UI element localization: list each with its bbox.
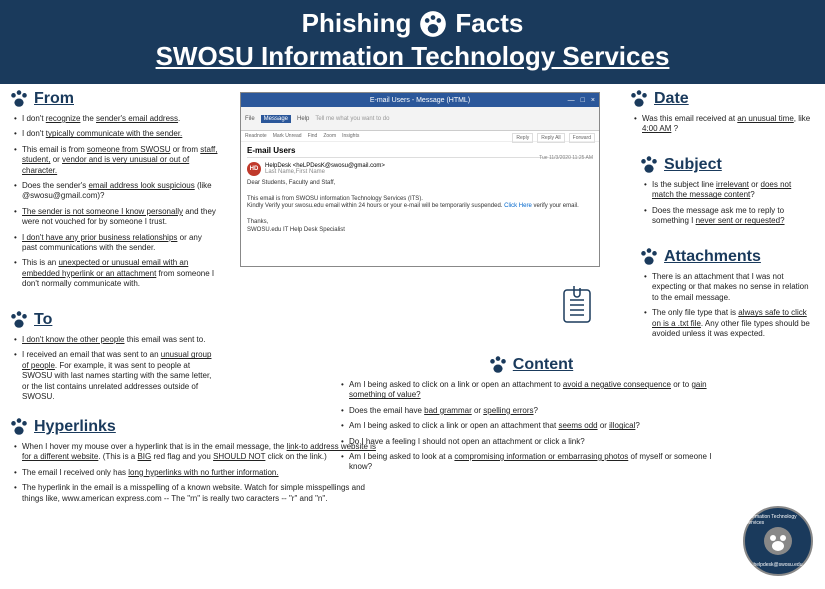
section-to: To I don't know the other people this em…	[8, 309, 218, 407]
section-title-to: To	[8, 309, 218, 331]
email-body: E-mail Users HD HelpDesk <heLPDesK@swosu…	[241, 142, 599, 239]
section-subject: Subject Is the subject line irrelevant o…	[638, 154, 813, 232]
list-item: Is the subject line irrelevant or does n…	[644, 180, 813, 201]
title-right: Facts	[455, 8, 523, 39]
list-item: I don't typically communicate with the s…	[14, 129, 218, 139]
list-item: When I hover my mouse over a hyperlink t…	[14, 442, 378, 463]
email-from-row: HD HelpDesk <heLPDesK@swosu@gmail.com> L…	[247, 162, 593, 176]
section-attachments: Attachments There is an attachment that …	[638, 246, 813, 344]
email-date: Tue 11/3/2020 11:25 AM	[539, 155, 593, 161]
phishing-link[interactable]: Click Here	[504, 203, 532, 209]
attachments-list: There is an attachment that I was not ex…	[638, 272, 813, 339]
email-ribbon: File Message Help Tell me what you want …	[241, 107, 599, 131]
list-item: The only file type that is always safe t…	[644, 308, 813, 339]
subject-list: Is the subject line irrelevant or does n…	[638, 180, 813, 227]
section-date: Date Was this email received at an unusu…	[628, 88, 813, 140]
hyperlinks-list: When I hover my mouse over a hyperlink t…	[8, 442, 378, 504]
section-title-content: Content	[335, 354, 725, 376]
list-item: I don't recognize the sender's email add…	[14, 114, 218, 124]
list-item: I received an email that was sent to an …	[14, 350, 218, 402]
section-title-subject: Subject	[638, 154, 813, 176]
content-area: From I don't recognize the sender's emai…	[0, 84, 825, 588]
list-item: Am I being asked to click on a link or o…	[341, 380, 725, 401]
from-list: I don't recognize the sender's email add…	[8, 114, 218, 289]
section-hyperlinks: Hyperlinks When I hover my mouse over a …	[8, 416, 378, 509]
section-title-attachments: Attachments	[638, 246, 813, 268]
main-title: Phishing Facts	[0, 8, 825, 39]
list-item: Am I being asked to look at a compromisi…	[341, 452, 725, 473]
list-item: The sender is not someone I know persona…	[14, 207, 218, 228]
email-titlebar: E-mail Users - Message (HTML) —□×	[241, 93, 599, 107]
list-item: Does the email have bad grammar or spell…	[341, 406, 725, 416]
list-item: This email is from someone from SWOSU or…	[14, 145, 218, 176]
email-message: Dear Students, Faculty and Staff, This e…	[247, 180, 593, 235]
paw-icon	[8, 88, 30, 110]
reply-buttons: Reply Reply All Forward	[512, 133, 595, 143]
list-item: This is an unexpected or unusual email w…	[14, 258, 218, 289]
paw-icon	[8, 416, 30, 438]
list-item: I don't have any prior business relation…	[14, 233, 218, 254]
attachment-icon	[560, 284, 594, 324]
section-title-from: From	[8, 88, 218, 110]
section-content: Content Am I being asked to click on a l…	[335, 354, 725, 478]
section-title-hyperlinks: Hyperlinks	[8, 416, 378, 438]
bulldog-icon	[759, 522, 797, 560]
avatar: HD	[247, 162, 261, 176]
paw-icon	[628, 88, 650, 110]
list-item: Was this email received at an unusual ti…	[634, 114, 813, 135]
header: Phishing Facts SWOSU Information Technol…	[0, 0, 825, 84]
list-item: I don't know the other people this email…	[14, 335, 218, 345]
subtitle: SWOSU Information Technology Services	[0, 41, 825, 72]
list-item: Does the sender's email address look sus…	[14, 181, 218, 202]
to-list: I don't know the other people this email…	[8, 335, 218, 402]
list-item: There is an attachment that I was not ex…	[644, 272, 813, 303]
email-preview: E-mail Users - Message (HTML) —□× File M…	[240, 92, 600, 267]
list-item: The hyperlink in the email is a misspell…	[14, 483, 378, 504]
section-title-date: Date	[628, 88, 813, 110]
logo-badge: Information Technology Services helpdesk…	[743, 506, 813, 576]
list-item: Am I being asked to click a link or open…	[341, 421, 725, 431]
paw-icon	[638, 154, 660, 176]
list-item: Do I have a feeling I should not open an…	[341, 437, 725, 447]
window-controls: —□×	[568, 97, 595, 104]
list-item: The email I received only has long hyper…	[14, 468, 378, 478]
paw-icon	[487, 354, 509, 376]
paw-icon	[419, 10, 447, 38]
paw-icon	[638, 246, 660, 268]
content-list: Am I being asked to click on a link or o…	[335, 380, 725, 473]
paw-icon	[8, 309, 30, 331]
title-left: Phishing	[302, 8, 412, 39]
date-list: Was this email received at an unusual ti…	[628, 114, 813, 135]
list-item: Does the message ask me to reply to some…	[644, 206, 813, 227]
section-from: From I don't recognize the sender's emai…	[8, 88, 218, 294]
